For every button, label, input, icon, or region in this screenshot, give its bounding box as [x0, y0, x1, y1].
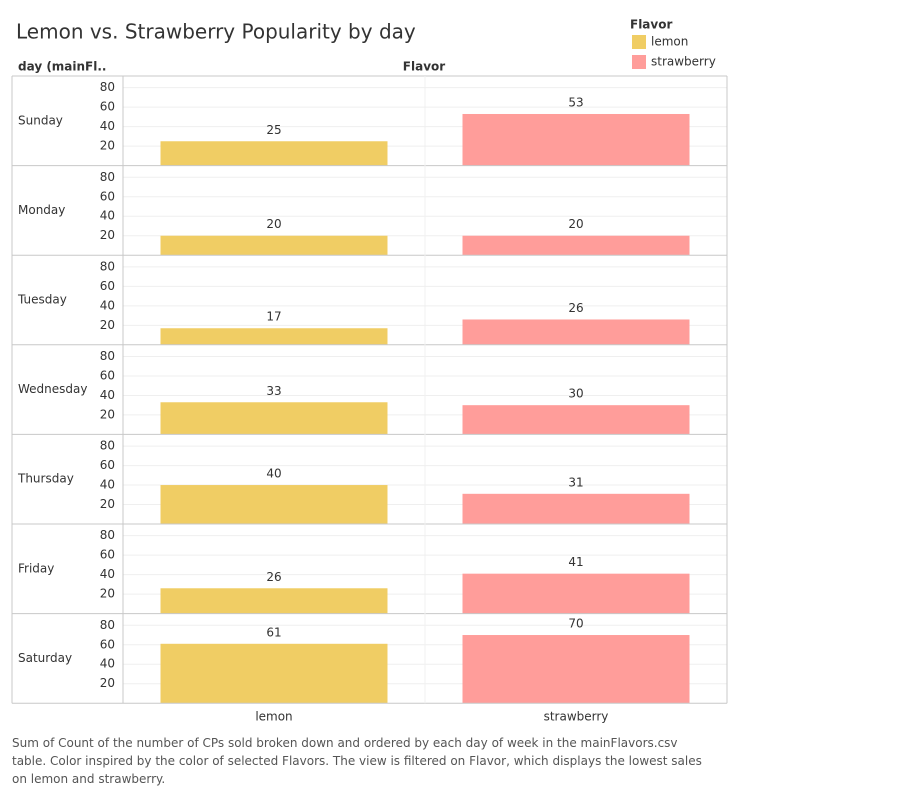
row-label: Sunday	[18, 113, 63, 127]
caption: Sum of Count of the number of CPs sold b…	[12, 736, 702, 786]
y-tick-label: 20	[100, 139, 115, 153]
y-tick-label: 60	[100, 458, 115, 472]
chart-title: Lemon vs. Strawberry Popularity by day	[16, 20, 416, 44]
legend-label: lemon	[651, 35, 688, 49]
y-tick-label: 40	[100, 209, 115, 223]
bar	[160, 402, 388, 435]
bar	[462, 405, 690, 435]
data-label: 41	[568, 555, 583, 569]
data-label: 26	[568, 301, 583, 315]
y-tick-label: 20	[100, 587, 115, 601]
y-tick-label: 20	[100, 676, 115, 690]
column-header: Flavor	[403, 60, 445, 74]
bar	[160, 235, 388, 256]
bar	[462, 635, 690, 704]
bar	[160, 588, 388, 614]
row-label: Thursday	[17, 472, 74, 486]
y-tick-label: 40	[100, 657, 115, 671]
y-tick-label: 20	[100, 497, 115, 511]
legend-swatch	[632, 55, 646, 69]
y-tick-label: 80	[100, 259, 115, 273]
legend-label: strawberry	[651, 55, 716, 69]
x-tick-label: strawberry	[544, 710, 609, 724]
data-label: 61	[266, 625, 281, 639]
data-label: 20	[568, 217, 583, 231]
bar	[160, 485, 388, 524]
bar	[160, 141, 388, 166]
y-tick-label: 20	[100, 318, 115, 332]
data-label: 20	[266, 217, 281, 231]
y-tick-label: 40	[100, 119, 115, 133]
data-label: 40	[266, 467, 281, 481]
y-tick-label: 80	[100, 80, 115, 94]
data-label: 26	[266, 570, 281, 584]
data-label: 33	[266, 384, 281, 398]
y-tick-label: 40	[100, 478, 115, 492]
row-label: Monday	[18, 203, 65, 217]
bar	[462, 235, 690, 256]
chart: Lemon vs. Strawberry Popularity by day d…	[11, 18, 728, 724]
y-tick-label: 60	[100, 637, 115, 651]
y-tick-label: 60	[100, 279, 115, 293]
y-tick-label: 80	[100, 349, 115, 363]
y-tick-label: 60	[100, 100, 115, 114]
row-label: Friday	[18, 561, 54, 575]
data-label: 31	[568, 475, 583, 489]
y-tick-label: 20	[100, 228, 115, 242]
y-tick-label: 20	[100, 407, 115, 421]
bar	[462, 319, 690, 345]
row-label: Saturday	[18, 651, 72, 665]
bar	[462, 493, 690, 524]
bar	[462, 113, 690, 166]
x-tick-label: lemon	[255, 710, 292, 724]
row-label: Tuesday	[17, 293, 67, 307]
y-tick-label: 80	[100, 439, 115, 453]
data-label: 53	[568, 95, 583, 109]
y-tick-label: 60	[100, 189, 115, 203]
row-header: day (mainFl..	[18, 60, 107, 74]
y-tick-label: 40	[100, 388, 115, 402]
y-tick-label: 40	[100, 567, 115, 581]
bar	[160, 328, 388, 345]
data-label: 30	[568, 387, 583, 401]
y-tick-label: 40	[100, 298, 115, 312]
legend-title: Flavor	[630, 18, 672, 32]
y-tick-label: 60	[100, 368, 115, 382]
bar	[462, 573, 690, 614]
bar	[160, 643, 388, 704]
y-tick-label: 80	[100, 170, 115, 184]
y-tick-label: 80	[100, 618, 115, 632]
row-label: Wednesday	[18, 382, 87, 396]
legend-swatch	[632, 35, 646, 49]
y-tick-label: 80	[100, 528, 115, 542]
data-label: 70	[568, 617, 583, 631]
data-label: 17	[266, 310, 281, 324]
data-label: 25	[266, 123, 281, 137]
y-tick-label: 60	[100, 548, 115, 562]
